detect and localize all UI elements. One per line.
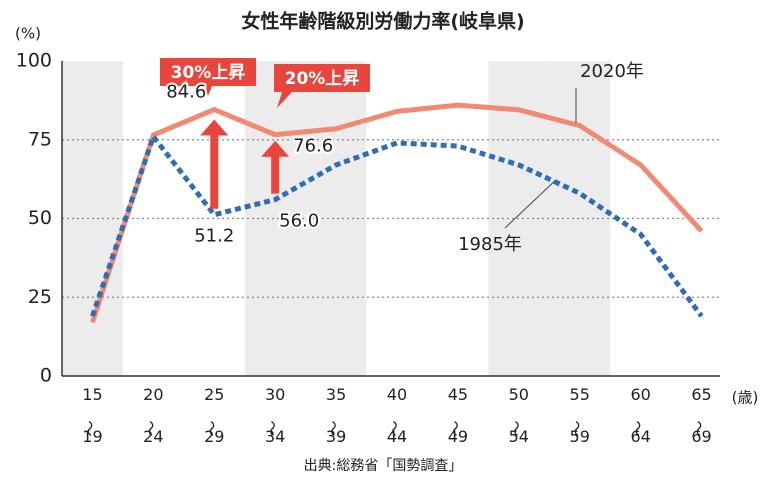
x-tick-part: 40 <box>387 385 407 404</box>
x-tick-label: 25 〜29 <box>202 385 224 446</box>
x-tick-part: 〜 <box>507 421 526 437</box>
x-tick-part: 〜 <box>446 421 465 437</box>
data-label: 51.2 <box>194 226 234 247</box>
annotation-box <box>274 64 370 92</box>
band-shade <box>305 61 367 376</box>
x-tick-part: 〜 <box>690 421 709 437</box>
y-tick-label: 0 <box>40 365 52 387</box>
x-tick-part: 49 <box>448 427 468 446</box>
rise-arrow <box>261 140 290 194</box>
x-tick-part: 50 <box>509 385 529 404</box>
x-tick-part: 35 <box>326 385 346 404</box>
x-tick-part: 55 <box>570 385 590 404</box>
series-line <box>90 102 704 324</box>
x-tick-part: 19 <box>82 427 102 446</box>
annotation: 20%上昇 <box>285 69 360 89</box>
x-tick-part: 〜 <box>202 421 221 437</box>
band-shade <box>244 61 306 376</box>
annotation-tail <box>204 86 212 96</box>
chart-title: 女性年齢階級別労働力率(岐阜県) <box>241 10 524 33</box>
annotation: 30%上昇 <box>171 63 246 83</box>
x-tick-part: 29 <box>204 427 224 446</box>
x-tick-part: 64 <box>630 427 650 446</box>
x-tick-part: 〜 <box>141 421 160 437</box>
x-tick-part: 60 <box>630 385 650 404</box>
data-label: 84.6 <box>166 82 206 103</box>
x-tick-part: 〜 <box>629 421 648 437</box>
source: 出典:総務省「国勢調査」 <box>304 458 463 474</box>
annotation-box <box>160 58 256 86</box>
x-tick-part: 〜 <box>385 421 404 437</box>
x-tick-label: 55 〜59 <box>568 385 590 446</box>
x-tick-label: 15 〜19 <box>80 385 102 446</box>
rise-arrow <box>200 119 229 209</box>
x-unit: (歳) <box>732 389 759 407</box>
x-tick-label: 30 〜34 <box>263 385 285 446</box>
y-tick-label: 25 <box>28 286 52 308</box>
data-label: 76.6 <box>293 136 333 157</box>
x-tick-part: 69 <box>691 427 711 446</box>
x-tick-label: 35 〜39 <box>324 385 346 446</box>
x-tick-part: 〜 <box>324 421 343 437</box>
leader-line <box>504 180 556 229</box>
x-tick-label: 65 〜69 <box>690 385 712 446</box>
x-tick-label: 40 〜44 <box>385 385 407 446</box>
x-tick-label: 45 〜49 <box>446 385 468 446</box>
x-tick-label: 60 〜64 <box>629 385 651 446</box>
x-tick-part: 〜 <box>263 421 282 437</box>
y-tick-label: 50 <box>28 207 52 229</box>
x-tick-part: 34 <box>265 427 285 446</box>
legend-label: 1985年 <box>458 234 522 255</box>
x-tick-part: 45 <box>448 385 468 404</box>
data-label: 56.0 <box>279 211 319 232</box>
y-unit: (%) <box>15 25 41 43</box>
legend-label: 2020年 <box>580 61 644 82</box>
x-tick-part: 〜 <box>80 421 99 437</box>
x-tick-part: 54 <box>509 427 529 446</box>
x-tick-part: 30 <box>265 385 285 404</box>
x-tick-part: 44 <box>387 427 407 446</box>
x-tick-part: 39 <box>326 427 346 446</box>
x-tick-part: 20 <box>143 385 163 404</box>
x-tick-part: 65 <box>691 385 711 404</box>
x-tick-label: 50 〜54 <box>507 385 529 446</box>
y-tick-label: 100 <box>16 50 52 72</box>
annotation-tail <box>277 92 292 108</box>
x-tick-part: 15 <box>82 385 102 404</box>
series-line <box>90 134 704 318</box>
x-tick-part: 〜 <box>568 421 587 437</box>
y-tick-label: 75 <box>28 128 52 150</box>
x-tick-label: 20 〜24 <box>141 385 163 446</box>
x-tick-part: 59 <box>570 427 590 446</box>
band-shade <box>549 61 611 376</box>
x-tick-part: 25 <box>204 385 224 404</box>
x-tick-part: 24 <box>143 427 163 446</box>
